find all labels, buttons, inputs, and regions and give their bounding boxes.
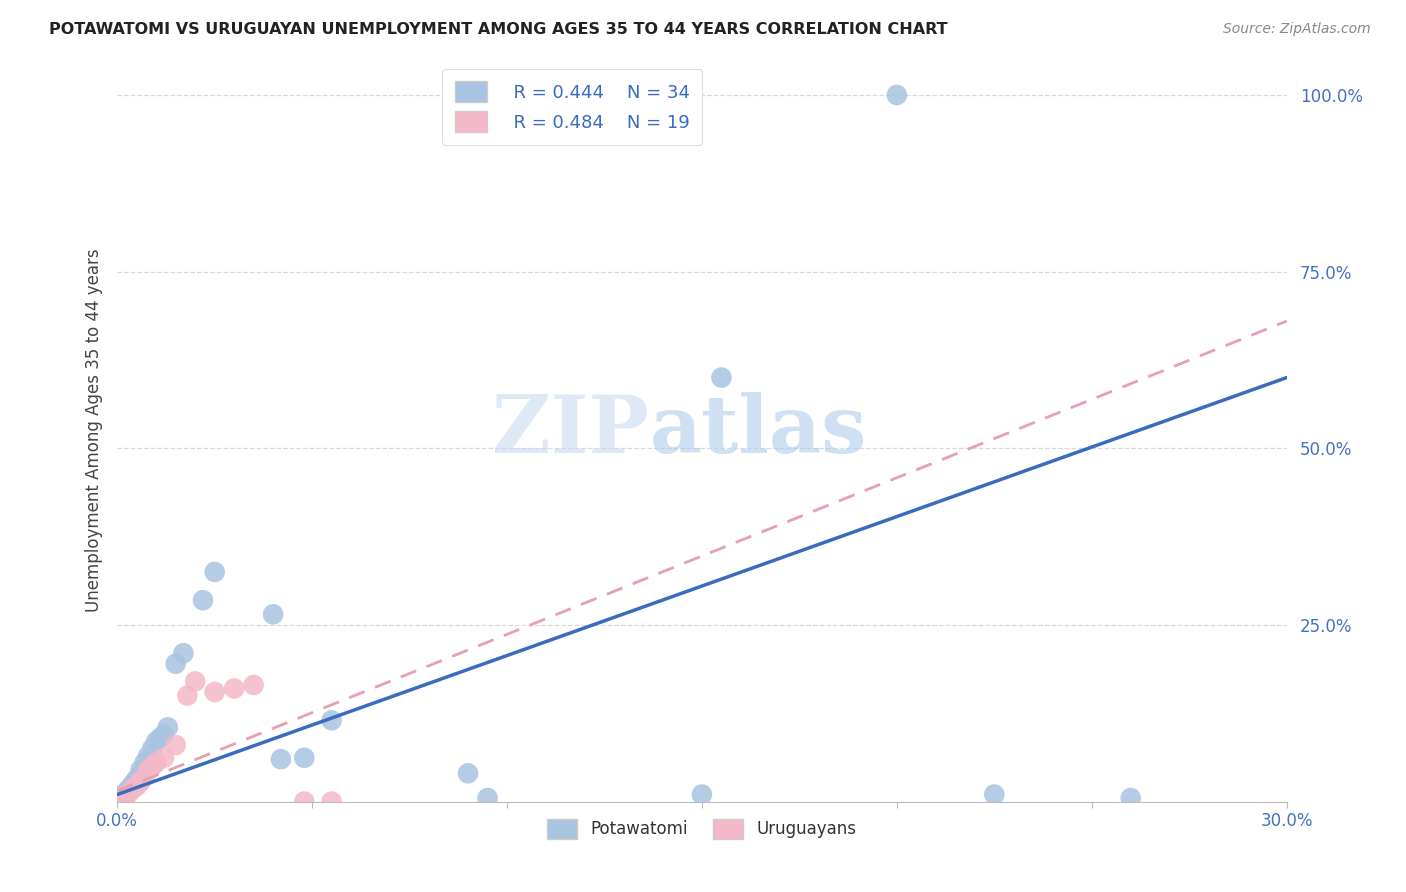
Point xyxy=(165,657,187,671)
Point xyxy=(110,790,132,805)
Point xyxy=(145,734,167,748)
Point xyxy=(118,784,141,798)
Point xyxy=(121,780,143,795)
Point xyxy=(153,727,176,741)
Point xyxy=(886,87,908,102)
Point xyxy=(118,781,141,796)
Y-axis label: Unemployment Among Ages 35 to 44 years: Unemployment Among Ages 35 to 44 years xyxy=(86,249,103,613)
Point xyxy=(114,789,136,803)
Text: POTAWATOMI VS URUGUAYAN UNEMPLOYMENT AMONG AGES 35 TO 44 YEARS CORRELATION CHART: POTAWATOMI VS URUGUAYAN UNEMPLOYMENT AMO… xyxy=(49,22,948,37)
Point xyxy=(184,674,207,689)
Point xyxy=(141,759,163,773)
Point xyxy=(321,795,343,809)
Point xyxy=(983,788,1005,802)
Point xyxy=(121,777,143,791)
Point xyxy=(176,689,198,703)
Point xyxy=(114,789,136,803)
Point xyxy=(270,752,292,766)
Text: ZIP: ZIP xyxy=(492,392,650,469)
Point xyxy=(292,751,315,765)
Point xyxy=(110,792,132,806)
Point xyxy=(204,565,226,579)
Point xyxy=(149,731,172,745)
Point xyxy=(321,714,343,728)
Point xyxy=(204,685,226,699)
Point xyxy=(125,779,148,793)
Legend: Potawatomi, Uruguayans: Potawatomi, Uruguayans xyxy=(541,813,863,846)
Point xyxy=(114,786,136,800)
Point xyxy=(457,766,479,780)
Point xyxy=(710,370,733,384)
Point xyxy=(156,720,179,734)
Point xyxy=(138,763,160,777)
Point xyxy=(125,772,148,786)
Point xyxy=(165,738,187,752)
Point xyxy=(138,748,160,763)
Point xyxy=(1119,791,1142,805)
Text: atlas: atlas xyxy=(650,392,866,469)
Point xyxy=(690,788,713,802)
Point xyxy=(191,593,214,607)
Point xyxy=(129,763,152,777)
Point xyxy=(121,781,143,796)
Point xyxy=(110,792,132,806)
Point xyxy=(129,774,152,789)
Point xyxy=(118,786,141,800)
Point xyxy=(141,741,163,756)
Point xyxy=(172,646,194,660)
Point xyxy=(145,756,167,770)
Point xyxy=(153,751,176,765)
Point xyxy=(224,681,246,696)
Point xyxy=(129,768,152,782)
Point xyxy=(242,678,264,692)
Point xyxy=(292,795,315,809)
Text: Source: ZipAtlas.com: Source: ZipAtlas.com xyxy=(1223,22,1371,37)
Point xyxy=(262,607,284,622)
Point xyxy=(134,770,156,784)
Point xyxy=(125,774,148,789)
Point xyxy=(134,756,156,770)
Point xyxy=(477,791,499,805)
